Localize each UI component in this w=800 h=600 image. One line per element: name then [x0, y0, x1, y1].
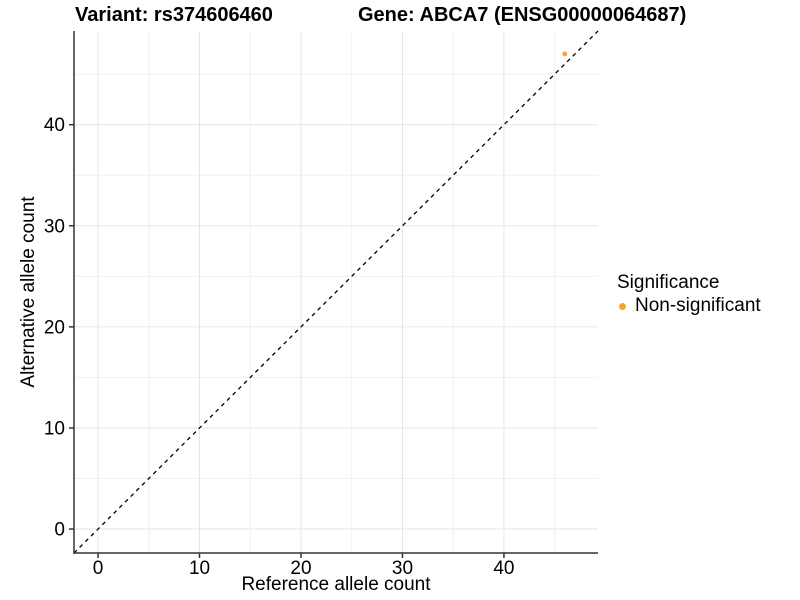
data-point: [562, 51, 568, 57]
y-tick-label: 0: [54, 520, 65, 541]
y-tick-label: 20: [44, 317, 65, 338]
legend-item-non-significant: Non-significant: [617, 295, 761, 317]
plot-title-gene: Gene: ABCA7 (ENSG00000064687): [358, 4, 687, 26]
x-tick-label: 10: [189, 558, 210, 579]
x-axis-title: Reference allele count: [241, 574, 431, 595]
y-tick-label: 40: [44, 115, 65, 136]
legend: Significance Non-significant: [617, 272, 761, 317]
y-tick-label: 10: [44, 418, 65, 439]
identity-reference-line: [73, 30, 599, 554]
x-tick-label: 0: [93, 558, 104, 579]
x-tick-label: 30: [392, 558, 413, 579]
x-tick-label: 20: [290, 558, 311, 579]
legend-item-label: Non-significant: [635, 295, 761, 316]
y-axis-title: Alternative allele count: [18, 196, 39, 388]
legend-point-icon: [619, 302, 626, 310]
y-tick-label: 30: [44, 216, 65, 237]
legend-title: Significance: [617, 272, 720, 293]
plot-title-variant: Variant: rs374606460: [75, 4, 273, 26]
x-tick-label: 40: [493, 558, 514, 579]
